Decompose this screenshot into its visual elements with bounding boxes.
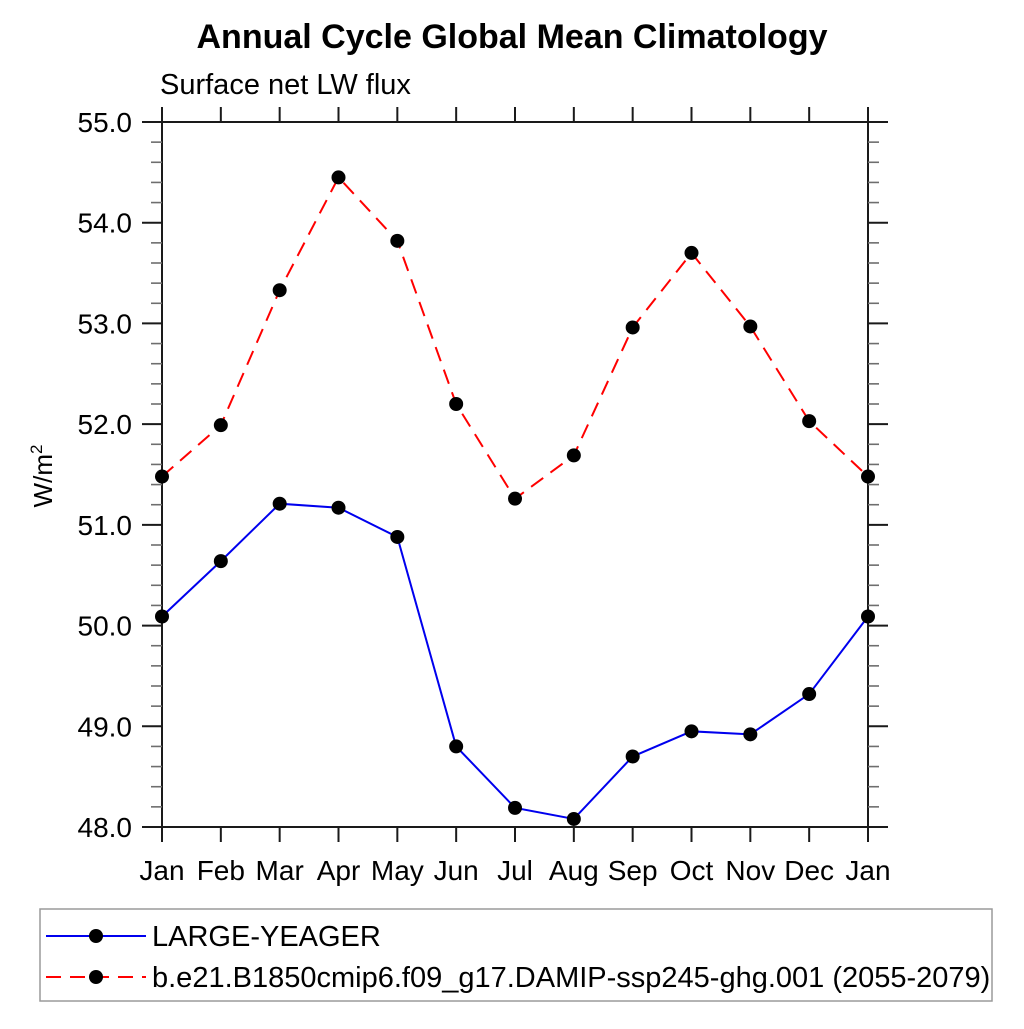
x-tick-label: Dec [784,855,834,886]
data-point-marker [155,469,169,484]
y-tick-label: 50.0 [78,611,133,642]
data-point-marker [449,397,464,411]
data-point-marker [802,414,817,429]
data-point-marker [861,469,875,484]
data-point-marker [155,609,169,624]
data-point-marker [625,749,640,764]
data-point-marker [861,609,875,624]
series-group [155,170,875,826]
y-tick-label: 51.0 [78,510,133,541]
x-tick-label: Jan [139,855,184,886]
y-axis-label-superscript: 2 [27,445,46,454]
x-tick-label: Aug [549,855,599,886]
y-axis-label: W/m2 [27,445,58,508]
chart-subtitle: Surface net LW flux [160,69,411,101]
axes: 48.0 49.0 50.0 51.0 52.0 53.0 54.0 55.0 Jan Feb Ma… [78,107,891,886]
data-point-marker [272,496,287,511]
data-point-marker [213,418,228,433]
legend-label: b.e21.B1850cmip6.f09_g17.DAMIP-ssp245-gh… [152,962,990,994]
x-tick-label: Sep [608,855,658,886]
legend-marker [89,970,103,984]
data-point-marker [449,739,464,754]
y-tick-label: 48.0 [78,812,133,843]
data-point-marker [625,320,640,335]
y-tick-label: 53.0 [78,308,133,339]
data-point-marker [331,500,346,515]
data-point-marker [743,319,758,334]
x-tick-label: Apr [317,855,361,886]
data-point-marker [331,170,346,185]
legend-label: LARGE-YEAGER [152,921,381,953]
x-tick-label: Nov [725,855,775,886]
y-tick-label: 55.0 [78,107,133,138]
x-tick-label: May [371,855,424,886]
chart-title: Annual Cycle Global Mean Climatology [197,18,828,56]
data-point-marker [566,448,581,463]
series-line [161,502,869,821]
y-tick-label: 54.0 [78,208,133,239]
plot-frame [161,121,869,828]
data-point-marker [566,811,581,826]
legend-marker [89,929,103,943]
series-line [161,175,869,501]
data-point-marker [508,800,522,815]
x-tick-label: Jul [497,855,533,886]
data-point-marker [684,724,699,739]
legend: LARGE-YEAGER b.e21.B1850cmip6.f09_g17.DAM… [39,908,993,1002]
data-point-marker [743,727,758,742]
data-point-marker [390,529,405,544]
y-axis-label-base: W/m [28,454,58,507]
x-tick-label: Oct [670,855,714,886]
data-point-marker [272,283,287,298]
x-tick-label: Feb [197,855,245,886]
y-tick-label: 52.0 [78,409,133,440]
data-point-marker [390,233,405,248]
legend-box [39,908,993,1002]
data-point-marker [802,687,817,702]
data-point-marker [213,554,228,569]
y-tick-label: 49.0 [78,711,133,742]
data-point-marker [684,245,699,260]
data-point-marker [508,491,522,506]
x-tick-label: Jan [845,855,890,886]
x-tick-label: Mar [256,855,304,886]
x-tick-label: Jun [434,855,479,886]
